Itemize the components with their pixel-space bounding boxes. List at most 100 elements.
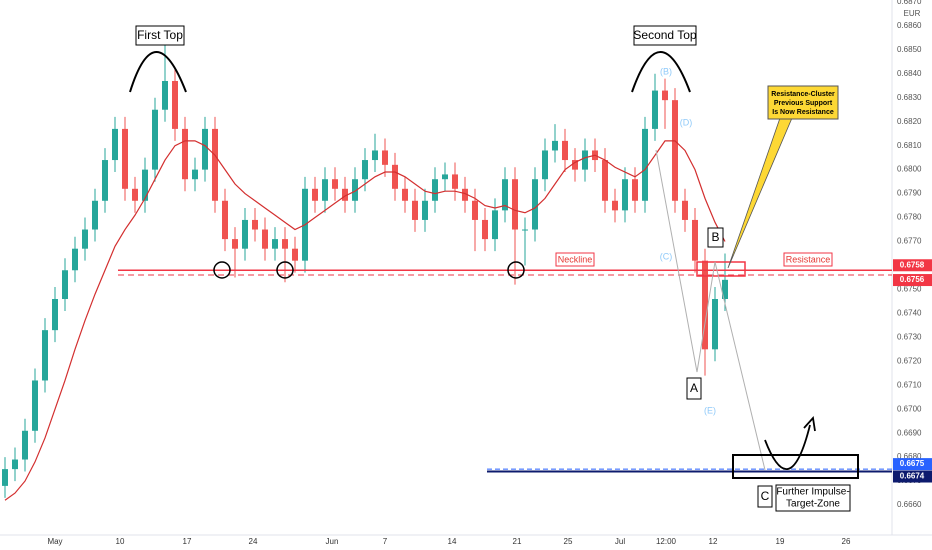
y-tick-label: 0.6720 <box>897 356 922 365</box>
callout-text: Previous Support <box>774 100 833 107</box>
candle-body <box>62 270 68 300</box>
candle-body <box>622 179 628 211</box>
wave-c: C <box>761 489 770 503</box>
candle-body <box>522 229 528 231</box>
candle-body <box>152 109 158 170</box>
candle-body <box>712 299 718 350</box>
candle-body <box>722 279 728 300</box>
candle-body <box>612 200 618 211</box>
sub-wave: (C) <box>660 251 673 261</box>
label-box <box>707 227 724 248</box>
y-tick-label: 0.6830 <box>897 93 922 102</box>
arrow-head <box>803 415 816 432</box>
candle-body <box>412 200 418 220</box>
x-tick-label: 7 <box>383 537 388 546</box>
candle-body <box>182 128 188 180</box>
candle-body <box>432 179 438 201</box>
y-tick-label: 0.6850 <box>897 45 922 54</box>
candle-body <box>272 239 278 249</box>
callout-text: Is Now Resistance <box>772 109 834 116</box>
y-tick-label: 0.6790 <box>897 189 922 198</box>
candle-body <box>242 219 248 249</box>
target-text: Target-Zone <box>786 499 840 510</box>
candle-body <box>12 459 18 470</box>
touch-circle <box>276 261 294 279</box>
price-tag <box>893 470 932 483</box>
candle-body <box>362 160 368 180</box>
candle-body <box>642 128 648 201</box>
resistance-label: Resistance <box>786 254 831 264</box>
y-tick-label: 0.6820 <box>897 117 922 126</box>
candle-body <box>2 469 8 486</box>
y-tick-label: 0.6750 <box>897 285 922 294</box>
wave-path <box>655 149 766 471</box>
candle-body <box>222 200 228 240</box>
label-box <box>633 25 697 46</box>
x-tick-label: 25 <box>564 537 573 546</box>
x-tick-label: 24 <box>249 537 258 546</box>
y-tick-label: 0.6690 <box>897 428 922 437</box>
sub-wave: (D) <box>680 117 693 127</box>
candle-body <box>532 179 538 230</box>
candle-body <box>92 200 98 230</box>
target-zone <box>732 454 859 479</box>
candle-body <box>662 90 668 101</box>
candle-body <box>652 90 658 129</box>
label-box <box>686 377 702 400</box>
candle-body <box>422 200 428 220</box>
candle-body <box>552 140 558 151</box>
candle-body <box>382 150 388 165</box>
callout-text: Resistance-Cluster <box>771 91 835 98</box>
x-tick-label: 26 <box>842 537 851 546</box>
candle-body <box>282 239 288 249</box>
price-tag <box>893 274 932 287</box>
y-tick-label: 0.6810 <box>897 141 922 150</box>
first-top: First Top <box>137 28 183 42</box>
label-box <box>135 25 185 46</box>
x-tick-label: 12 <box>709 537 718 546</box>
candle-body <box>502 179 508 211</box>
candle-body <box>442 174 448 180</box>
plot <box>2 45 892 501</box>
candle-body <box>482 219 488 240</box>
candle-body <box>82 229 88 249</box>
candle-body <box>582 150 588 170</box>
y-tick-label: 0.6740 <box>897 308 922 317</box>
x-tick-label: 17 <box>183 537 192 546</box>
candle-body <box>392 164 398 189</box>
x-tick-label: 12:00 <box>656 537 677 546</box>
candle-body <box>462 188 468 201</box>
candle-body <box>402 188 408 201</box>
wave-a: A <box>690 381 698 395</box>
candle-body <box>452 174 458 189</box>
price-tag-label: 0.6758 <box>900 260 925 269</box>
x-tick-label: Jun <box>326 537 339 546</box>
annotations: First Top Second Top Neckline Resistance… <box>129 25 859 512</box>
candle-body <box>22 430 28 460</box>
y-tick-label: 0.6710 <box>897 380 922 389</box>
candle-body <box>342 188 348 201</box>
sub-wave: (E) <box>704 405 716 415</box>
candle-body <box>672 100 678 201</box>
label-box <box>757 485 773 508</box>
top-arc <box>129 51 187 93</box>
candle-body <box>632 179 638 201</box>
neckline-label: Neckline <box>558 254 593 264</box>
label-box <box>783 252 833 267</box>
target-text: Further Impulse- <box>776 487 849 498</box>
candle-body <box>72 248 78 271</box>
x-tick-label: Jul <box>615 537 625 546</box>
x-tick-label: 21 <box>513 537 522 546</box>
candle-body <box>262 229 268 249</box>
price-tag-label: 0.6675 <box>900 459 925 468</box>
candle-body <box>232 239 238 249</box>
candle-body <box>572 160 578 170</box>
candle-body <box>682 200 688 220</box>
candle-body <box>692 219 698 261</box>
candle-body <box>132 188 138 201</box>
candle-body <box>312 188 318 201</box>
wave-b: B <box>711 230 719 244</box>
candle-body <box>512 179 518 230</box>
y-tick-label: 0.6860 <box>897 21 922 30</box>
candle-body <box>212 128 218 201</box>
